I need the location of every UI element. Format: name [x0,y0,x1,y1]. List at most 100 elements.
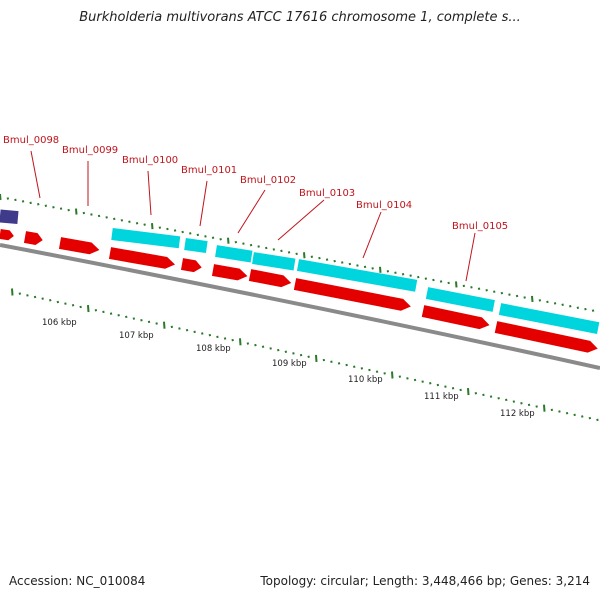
lower-tick-minor [459,388,462,392]
lower-tick-minor [79,305,82,309]
lower-tick-minor [269,347,272,350]
upper-tick-minor [386,270,390,273]
upper-tick-minor [287,251,291,254]
lower-tick-minor [413,378,417,382]
cds-forward-arrow [180,258,202,273]
cds-reverse-band [296,259,418,292]
upper-tick-major [227,237,230,244]
upper-tick-minor [432,278,435,282]
lower-tick-minor [49,299,52,302]
upper-tick-major [303,252,306,259]
upper-tick-minor [44,204,48,207]
upper-tick-minor [173,229,177,232]
lower-tick-minor [505,398,508,402]
upper-tick-minor [553,302,557,305]
lower-tick-minor [489,395,493,398]
upper-tick-minor [424,277,428,280]
upper-tick-minor [189,232,192,235]
lower-tick-minor [64,302,67,305]
lower-tick-minor [41,297,44,300]
upper-tick-minor [591,309,595,312]
gene-label-leader [465,232,476,282]
upper-tick-minor [181,230,184,234]
lower-tick-major [87,305,90,313]
cds-reverse-band [498,303,600,334]
upper-tick-minor [356,264,359,267]
upper-tick-minor [462,284,466,288]
cds-reverse-band [252,252,296,271]
upper-tick-minor [257,245,260,248]
upper-tick-minor [265,246,268,250]
upper-tick-minor [14,198,17,202]
lower-tick-minor [246,342,250,345]
cds-reverse-band [184,238,208,254]
lower-tick-minor [368,368,371,372]
upper-tick-minor [90,213,93,216]
gene-label-leader [362,211,382,259]
lower-tick-minor [18,292,22,295]
kbp-tick-label: 107 kbp [119,331,154,341]
upper-tick-minor [219,238,222,241]
gene-label: Bmul_0105 [452,221,508,232]
lower-tick-minor [322,358,326,362]
lower-tick-minor [429,382,432,385]
gene-label: Bmul_0102 [240,175,296,186]
lower-tick-minor [223,337,227,340]
lower-tick-minor [497,397,500,400]
upper-tick-major [151,223,154,230]
lower-tick-minor [474,392,478,395]
kbp-tick-label: 110 kbp [348,375,383,385]
upper-tick-minor [500,291,504,295]
upper-tick-minor [341,261,344,264]
upper-tick-minor [59,207,63,210]
upper-tick-minor [576,306,580,309]
lower-tick-minor [71,304,75,307]
upper-tick-minor [325,258,329,261]
upper-tick-minor [196,233,200,237]
cds-reverse-band [215,245,253,263]
lower-tick-minor [558,410,561,413]
upper-tick-minor [211,236,215,240]
lower-tick-major [391,371,394,379]
upper-tick-minor [97,214,101,218]
upper-tick-major [75,208,78,215]
upper-tick-major [455,281,458,288]
cds-reverse-band [425,287,495,312]
map-title: Burkholderia multivorans ATCC 17616 chro… [79,10,521,25]
lower-tick-minor [155,322,158,325]
kbp-tick-label: 111 kbp [424,392,459,402]
upper-tick-minor [371,267,374,270]
lower-tick-minor [535,405,538,408]
accession-text: Accession: NC_010084 [9,574,146,588]
upper-tick-minor [249,243,253,247]
lower-tick-minor [482,393,485,397]
upper-tick-minor [523,296,526,299]
lower-tick-minor [140,318,143,322]
lower-tick-minor [33,295,37,299]
lower-tick-minor [147,320,151,324]
upper-tick-minor [29,201,32,205]
upper-tick-minor [348,262,352,266]
upper-tick-minor [485,288,488,292]
upper-tick-minor [515,294,519,298]
upper-tick-major [0,193,2,201]
lower-tick-minor [436,383,440,387]
lower-tick-minor [117,313,120,317]
upper-tick-minor [37,203,40,206]
lower-tick-minor [56,300,60,304]
lower-tick-minor [383,372,386,375]
upper-tick-minor [584,307,587,311]
lower-tick-minor [345,363,348,367]
lower-tick-minor [451,387,455,390]
lower-tick-minor [284,350,288,354]
upper-tick-minor [135,221,139,225]
lower-tick-major [543,404,546,412]
upper-tick-minor [242,242,245,245]
cds-forward-arrow [293,278,411,311]
lower-tick-minor [573,413,576,417]
lower-tick-minor [581,415,584,418]
upper-tick-minor [52,205,55,209]
upper-tick-minor [363,265,367,269]
upper-tick-minor [561,303,564,307]
